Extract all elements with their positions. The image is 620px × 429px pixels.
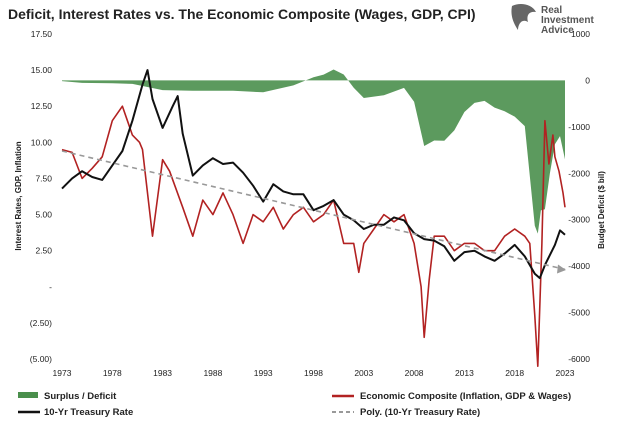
y-tick-left: (2.50) <box>30 318 52 328</box>
x-tick: 1978 <box>103 368 122 378</box>
y-tick-right: 1000 <box>571 29 590 39</box>
y-tick-left: - <box>49 282 52 292</box>
left-axis-label: Interest Rates, GDP, Inflation <box>14 141 23 250</box>
series-line-treasury <box>61 69 566 280</box>
series-area-surplus-deficit <box>62 69 565 234</box>
legend-item-economic-composite: Economic Composite (Inflation, GDP & Wag… <box>332 391 571 402</box>
x-tick: 1998 <box>304 368 323 378</box>
legend-label-poly-trend: Poly. (10-Yr Treasury Rate) <box>360 407 480 418</box>
legend-label-surplus-deficit: Surplus / Deficit <box>44 391 117 402</box>
area-layer <box>62 69 565 234</box>
x-tick: 2003 <box>354 368 373 378</box>
right-y-axis: 1000 0 -1000 -2000 -3000 -4000 -5000 -6000 <box>568 29 590 364</box>
legend-label-economic-composite: Economic Composite (Inflation, GDP & Wag… <box>360 391 571 402</box>
x-tick: 1973 <box>53 368 72 378</box>
y-tick-left: (5.00) <box>30 354 52 364</box>
legend-item-poly-trend: Poly. (10-Yr Treasury Rate) <box>332 407 480 418</box>
y-tick-right: -6000 <box>568 354 590 364</box>
x-tick: 2023 <box>556 368 575 378</box>
y-tick-right: -5000 <box>568 308 590 318</box>
axes: 17.50 15.00 12.50 10.00 7.50 5.00 2.50 - (2.50) (… <box>30 29 590 378</box>
plot-area <box>61 69 566 368</box>
y-tick-right: -2000 <box>568 168 590 178</box>
y-tick-left: 2.50 <box>35 246 52 256</box>
poly-trend-arrowhead <box>557 264 566 274</box>
legend-label-treasury: 10-Yr Treasury Rate <box>44 407 133 418</box>
legend-item-treasury: 10-Yr Treasury Rate <box>18 407 133 418</box>
x-tick: 1988 <box>203 368 222 378</box>
legend: Surplus / Deficit Economic Composite (In… <box>18 391 571 418</box>
chart-title: Deficit, Interest Rates vs. The Economic… <box>8 6 476 22</box>
y-tick-left: 5.00 <box>35 210 52 220</box>
x-tick: 2013 <box>455 368 474 378</box>
brand-logo: Real Investment Advice <box>511 4 594 36</box>
x-tick: 1983 <box>153 368 172 378</box>
line-layer <box>61 69 566 368</box>
x-tick: 1993 <box>254 368 273 378</box>
brand-line-3: Advice <box>541 25 574 36</box>
series-line-economic-composite <box>61 105 566 368</box>
legend-item-surplus-deficit: Surplus / Deficit <box>18 391 117 402</box>
right-axis-label: Budget Deficit ($ bil) <box>597 171 606 249</box>
y-tick-left: 17.50 <box>31 29 53 39</box>
y-tick-right: -3000 <box>568 215 590 225</box>
legend-swatch-surplus-deficit <box>18 392 38 398</box>
x-axis: 1973 1978 1983 1988 1993 1998 2003 2008 2013 2018… <box>53 368 575 378</box>
y-tick-right: 0 <box>585 75 590 85</box>
left-y-axis: 17.50 15.00 12.50 10.00 7.50 5.00 2.50 - (2.50) (… <box>30 29 52 364</box>
y-tick-left: 7.50 <box>35 173 52 183</box>
y-tick-right: -4000 <box>568 261 590 271</box>
y-tick-right: -1000 <box>568 122 590 132</box>
x-tick: 2018 <box>505 368 524 378</box>
y-tick-left: 12.50 <box>31 101 53 111</box>
brand-line-1: Real <box>541 5 562 16</box>
y-tick-left: 10.00 <box>31 137 53 147</box>
brand-line-2: Investment <box>541 15 594 26</box>
y-tick-left: 15.00 <box>31 65 53 75</box>
eagle-icon <box>511 4 536 30</box>
x-tick: 2008 <box>405 368 424 378</box>
